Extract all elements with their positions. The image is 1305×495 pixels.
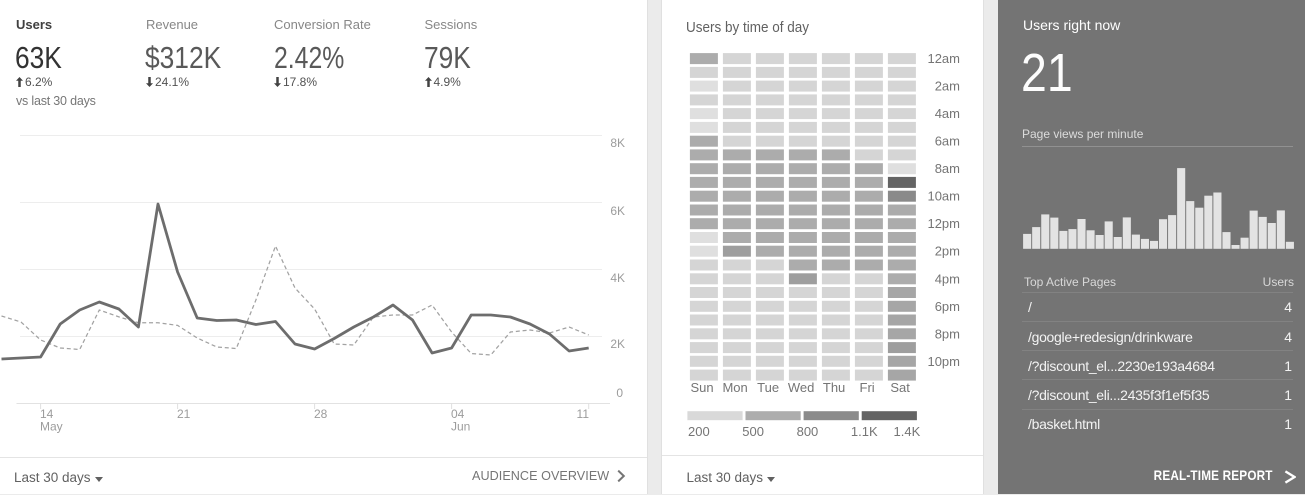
- svg-text:Mon: Mon: [722, 380, 747, 395]
- svg-text:11: 11: [577, 407, 590, 421]
- svg-text:10am: 10am: [927, 189, 960, 204]
- svg-text:0: 0: [616, 386, 623, 400]
- svg-text:200: 200: [688, 424, 710, 439]
- svg-text:May: May: [40, 420, 63, 434]
- svg-text:Fri: Fri: [860, 380, 875, 395]
- svg-text:500: 500: [742, 424, 764, 439]
- svg-text:04: 04: [451, 407, 465, 421]
- svg-text:Tue: Tue: [757, 380, 779, 395]
- svg-text:6am: 6am: [935, 134, 960, 149]
- svg-text:6pm: 6pm: [935, 299, 960, 314]
- svg-text:8pm: 8pm: [935, 326, 960, 341]
- svg-text:12am: 12am: [927, 51, 960, 66]
- svg-text:800: 800: [797, 424, 819, 439]
- svg-text:2K: 2K: [610, 337, 625, 351]
- svg-text:Wed: Wed: [788, 380, 815, 395]
- svg-text:1.4K: 1.4K: [894, 424, 921, 439]
- svg-text:4pm: 4pm: [935, 271, 960, 286]
- svg-text:Sat: Sat: [890, 380, 910, 395]
- svg-text:10pm: 10pm: [927, 354, 960, 369]
- svg-text:28: 28: [314, 407, 328, 421]
- svg-text:4am: 4am: [935, 106, 960, 121]
- svg-text:Jun: Jun: [451, 420, 470, 434]
- svg-text:4K: 4K: [610, 271, 625, 285]
- svg-text:12pm: 12pm: [927, 216, 960, 231]
- svg-text:2am: 2am: [935, 79, 960, 94]
- svg-text:6K: 6K: [610, 204, 625, 218]
- svg-text:14: 14: [40, 407, 54, 421]
- svg-text:8K: 8K: [610, 136, 625, 150]
- svg-text:Thu: Thu: [823, 380, 845, 395]
- svg-text:2pm: 2pm: [935, 244, 960, 259]
- svg-text:Sun: Sun: [691, 380, 714, 395]
- svg-text:8am: 8am: [935, 161, 960, 176]
- svg-text:21: 21: [177, 407, 191, 421]
- svg-text:1.1K: 1.1K: [851, 424, 878, 439]
